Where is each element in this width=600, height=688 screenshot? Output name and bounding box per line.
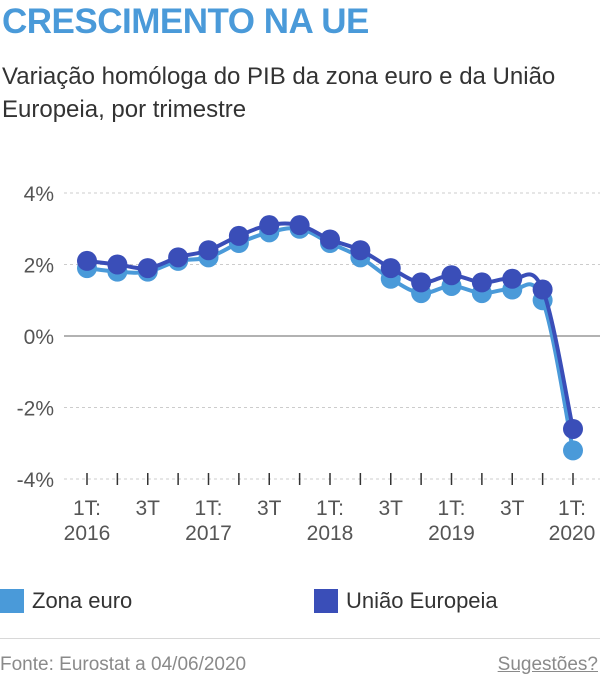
data-point-uniao-europeia	[107, 254, 128, 275]
y-tick-label: 4%	[24, 183, 54, 206]
data-point-uniao-europeia	[77, 250, 97, 271]
x-tick-label: 1T: 2018	[307, 497, 354, 545]
series-line-uniao-europeia	[85, 221, 575, 431]
data-point-uniao-europeia	[563, 418, 583, 439]
suggestions-link[interactable]: Sugestões?	[497, 654, 598, 675]
data-point-uniao-europeia	[380, 258, 401, 279]
data-point-uniao-europeia	[137, 258, 158, 279]
x-tick-label: 3T	[135, 497, 160, 520]
legend-swatch-zona-euro	[0, 589, 24, 613]
legend-item-uniao-europeia: União Europeia	[314, 588, 498, 614]
y-tick-label: -2%	[17, 398, 54, 421]
x-tick-label: 3T	[257, 497, 282, 520]
footer-divider	[0, 638, 600, 639]
data-point-uniao-europeia	[320, 229, 340, 250]
y-tick-label: -4%	[17, 469, 54, 492]
data-point-uniao-europeia	[289, 215, 310, 236]
x-tick-label: 1T: 2017	[185, 497, 232, 545]
data-point-uniao-europeia	[168, 247, 189, 268]
data-point-uniao-europeia	[228, 225, 249, 246]
y-tick-label: 0%	[24, 326, 54, 349]
x-tick-label: 3T	[500, 497, 525, 520]
y-tick-label: 2%	[24, 255, 54, 278]
data-point-uniao-europeia	[350, 240, 371, 261]
data-point-uniao-europeia	[471, 272, 492, 293]
legend-label-uniao-europeia: União Europeia	[346, 588, 498, 613]
x-tick-label: 3T	[378, 497, 403, 520]
x-tick-label: 1T: 2019	[428, 497, 475, 545]
data-point-uniao-europeia	[411, 272, 432, 293]
line-chart: 4% 2% 0% -2% -4% 1T: 2016 3T 1T: 2017 3T 1T: 2018 3T 1…	[17, 183, 600, 545]
data-point-uniao-europeia	[532, 279, 553, 300]
series-line-zona-euro	[85, 226, 575, 453]
chart-title: CRESCIMENTO NA UE	[2, 2, 369, 41]
legend-label-zona-euro: Zona euro	[32, 588, 133, 613]
data-point-uniao-europeia	[259, 215, 280, 236]
data-point-zona-euro	[563, 440, 583, 461]
data-point-uniao-europeia	[441, 265, 462, 286]
chart-subtitle: Variação homóloga do PIB da zona euro e …	[2, 63, 556, 123]
x-tick-label: 1T: 2020	[549, 497, 596, 545]
legend-swatch-uniao-europeia	[314, 589, 338, 613]
source-note: Fonte: Eurostat a 04/06/2020	[0, 654, 247, 675]
legend-item-zona-euro: Zona euro	[0, 588, 132, 614]
data-point-uniao-europeia	[198, 240, 219, 261]
x-tick-label: 1T: 2016	[64, 497, 111, 545]
data-point-uniao-europeia	[502, 268, 523, 289]
